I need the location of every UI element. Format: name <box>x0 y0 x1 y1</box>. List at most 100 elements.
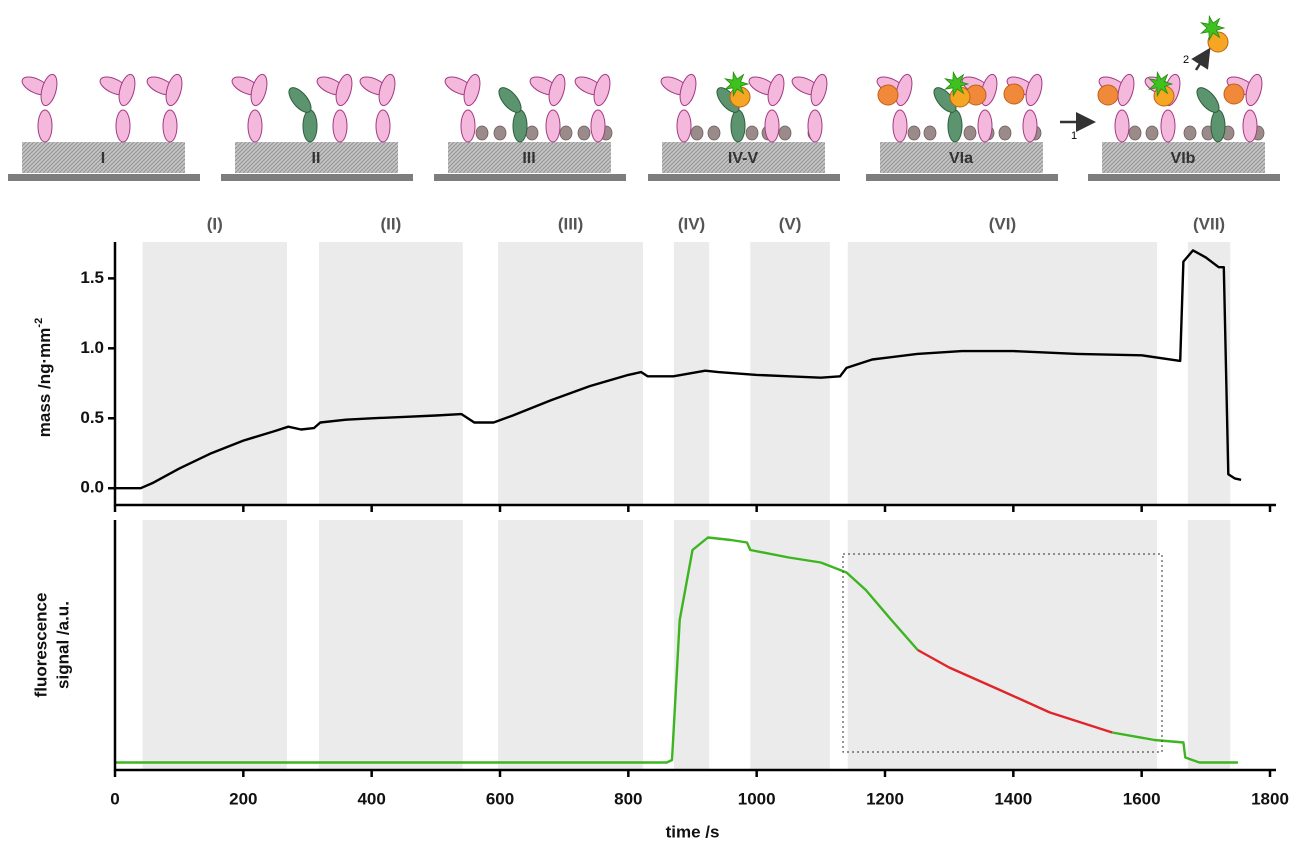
y-axis-title-sup: -2 <box>33 318 45 328</box>
region <box>1187 520 1231 770</box>
region <box>847 242 1158 505</box>
arm <box>40 73 58 107</box>
antibody <box>574 73 611 143</box>
capture-antibody <box>1196 87 1226 143</box>
antigen <box>877 84 899 106</box>
antibody <box>444 73 481 143</box>
blocker <box>690 125 704 141</box>
base <box>434 174 626 181</box>
chip <box>880 142 1043 173</box>
stem <box>977 109 993 143</box>
y-axis-title: signal /a.u. <box>53 601 72 689</box>
x-tick-label: 800 <box>614 789 642 808</box>
antibody <box>359 73 396 143</box>
arm <box>335 73 353 107</box>
x-axis-title: time /s <box>666 822 720 841</box>
stem <box>302 109 318 143</box>
blocker <box>1128 125 1142 141</box>
stem <box>1022 109 1038 143</box>
base <box>866 174 1058 181</box>
y-tick-label: 0.0 <box>80 478 104 497</box>
stem <box>807 109 823 143</box>
x-tick-label: 400 <box>357 789 385 808</box>
blocker <box>907 125 921 141</box>
arm <box>548 73 566 107</box>
capture-antibody <box>498 87 528 143</box>
data-line <box>115 249 1242 490</box>
stem <box>512 109 528 143</box>
antibody <box>21 73 58 143</box>
blocker <box>745 125 759 141</box>
antibody <box>529 73 566 143</box>
data-line <box>917 648 1113 734</box>
y-axis-title: mass /ng·mm-2 <box>33 318 55 437</box>
region <box>498 242 644 505</box>
stem <box>247 109 263 143</box>
y-tick-label: 1.5 <box>80 268 104 287</box>
chip <box>22 142 185 173</box>
zoom-box <box>842 553 1163 753</box>
base <box>1088 174 1280 181</box>
stem <box>1210 109 1226 143</box>
antigen <box>1003 83 1025 105</box>
arm <box>810 73 828 107</box>
region-label: (IV) <box>678 214 705 233</box>
panel-label: III <box>522 150 535 167</box>
antibody <box>316 73 353 143</box>
x-tick-label: 1600 <box>1123 789 1161 808</box>
arrow <box>1191 47 1211 71</box>
stem <box>332 109 348 143</box>
region-label: (I) <box>207 214 223 233</box>
blocker <box>1183 125 1197 141</box>
region-label: (III) <box>558 214 584 233</box>
chip <box>1102 142 1265 173</box>
arm <box>1196 87 1220 113</box>
region-label: (V) <box>779 214 802 233</box>
blocker <box>493 125 507 141</box>
arm <box>593 73 611 107</box>
region <box>319 520 463 770</box>
x-tick-label: 0 <box>110 789 119 808</box>
blocker <box>707 125 721 141</box>
antibody <box>99 73 136 143</box>
panel-label: VIa <box>949 150 973 167</box>
stem <box>676 109 692 143</box>
arm <box>1117 73 1135 107</box>
x-tick-label: 1200 <box>866 789 904 808</box>
blocker <box>778 125 792 141</box>
capture-antibody <box>933 87 963 143</box>
stem <box>545 109 561 143</box>
stem <box>892 109 908 143</box>
x-tick-label: 600 <box>486 789 514 808</box>
stem <box>1242 109 1258 143</box>
fluorophore <box>1199 14 1226 42</box>
antigen <box>1207 31 1229 53</box>
stem <box>115 109 131 143</box>
region <box>319 242 463 505</box>
arm <box>895 73 913 107</box>
stem <box>730 109 746 143</box>
fluorophore <box>943 70 970 98</box>
region <box>750 242 830 505</box>
stem <box>947 109 963 143</box>
stem <box>590 109 606 143</box>
panel-label: IV-V <box>728 150 759 167</box>
arm <box>679 73 697 107</box>
arm <box>1025 73 1043 107</box>
base <box>221 174 413 181</box>
blocker <box>963 125 977 141</box>
y-axis-title: fluorescence <box>31 593 50 698</box>
x-tick-label: 1800 <box>1251 789 1289 808</box>
fluorophore <box>723 70 750 98</box>
arm <box>498 87 522 113</box>
chip <box>448 142 611 173</box>
antibody <box>1226 73 1263 143</box>
antibody <box>748 73 785 143</box>
region <box>142 520 287 770</box>
arm <box>463 73 481 107</box>
blocker <box>1145 125 1159 141</box>
arm <box>378 73 396 107</box>
